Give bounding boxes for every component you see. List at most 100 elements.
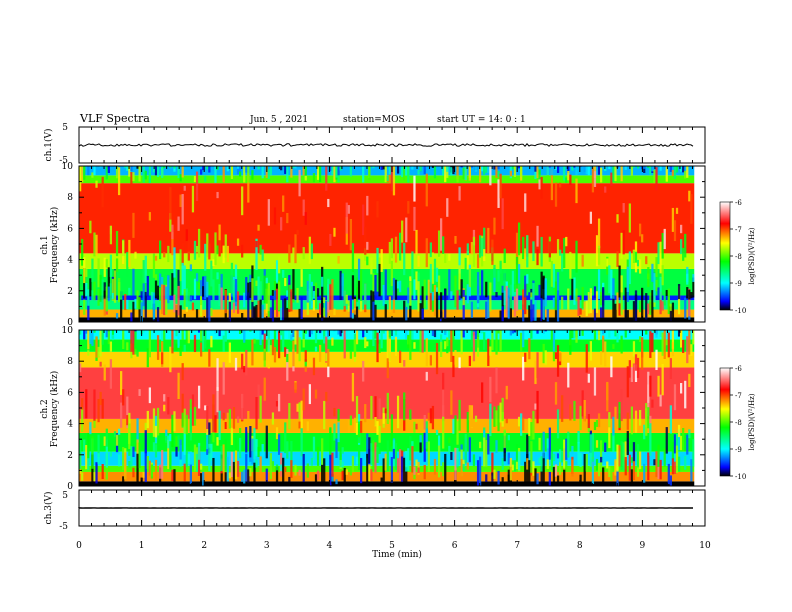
ch2-streak [327, 348, 330, 367]
ch2-streak [505, 385, 508, 400]
ch2-streak [366, 341, 369, 347]
ch1-streak [282, 270, 285, 278]
ch1-streak [355, 306, 359, 321]
ch2-streak [405, 467, 408, 485]
ch2-streak [456, 421, 459, 445]
ch2-streak [606, 461, 609, 469]
ch2-streak [649, 375, 652, 397]
ch2-streak [579, 474, 582, 483]
freq-tick-label: 8 [67, 357, 73, 367]
ch2-streak [526, 458, 529, 470]
ch2-streak [409, 409, 412, 420]
ch1-streak [682, 247, 685, 261]
ch1-streak [189, 264, 193, 272]
ch1-streak [464, 257, 467, 270]
ch2-streak [556, 409, 560, 439]
ch2-streak [423, 414, 426, 430]
ch1-streak [669, 303, 672, 311]
ch1-streak [575, 240, 578, 273]
ch2-streak [154, 425, 158, 438]
ch2-streak [624, 330, 627, 338]
ch1-streak [83, 257, 86, 284]
ch2-streak [310, 330, 314, 335]
ch2-streak [419, 435, 422, 448]
ch1-streak [286, 166, 289, 183]
ch1-streak [267, 282, 270, 314]
ch2-streak [241, 393, 244, 421]
ch1-streak [503, 280, 506, 306]
ch2-streak [284, 347, 287, 357]
ch1-streak [107, 166, 110, 174]
ch2-streak [224, 330, 227, 342]
ch1-streak [85, 283, 88, 297]
ch1-streak [146, 275, 149, 297]
ch1-streak [337, 255, 340, 264]
ch2-streak [191, 437, 195, 453]
ch1-streak [540, 176, 543, 199]
ch2-streak [105, 439, 108, 468]
ch1-streak [587, 166, 590, 176]
ch1-streak [647, 267, 650, 288]
ch1-streak [390, 238, 394, 259]
ch2-streak [247, 410, 250, 432]
ch2-streak [608, 412, 611, 427]
ch2-streak [374, 396, 377, 426]
ch2-streak [575, 330, 578, 343]
ch1-streak [115, 230, 119, 257]
colorbar-tick-label: -7 [735, 392, 742, 400]
ch1-streak [419, 303, 422, 321]
ch1-streak [179, 305, 182, 319]
ch2-streak [251, 339, 254, 366]
ch2-streak [501, 397, 504, 422]
ch2-streak [552, 330, 556, 352]
ch1-streak [589, 211, 592, 224]
ch2-streak [423, 432, 426, 462]
ch2-streak [87, 432, 90, 459]
ch2-streak [602, 330, 605, 335]
ch2-streak [688, 373, 691, 387]
ch1-wave-tick-bottom: -5 [59, 156, 68, 166]
ch1-streak [392, 278, 396, 300]
ch2-streak [628, 454, 631, 481]
ch2-streak [204, 405, 207, 411]
ch1-streak [200, 169, 203, 175]
ch2-streak [99, 330, 102, 357]
ch1-streak [275, 260, 279, 283]
ch1-streak [284, 298, 287, 321]
ch2-streak [429, 355, 432, 366]
ch2-streak [444, 330, 447, 335]
ch2-streak [321, 464, 324, 485]
ch2-streak [641, 337, 644, 358]
ch2-streak [528, 418, 531, 437]
ch2-streak [454, 415, 457, 435]
ch2-streak [413, 342, 416, 349]
ch2-streak [257, 446, 260, 457]
ch1-streak [645, 256, 648, 265]
ch1-streak [470, 242, 474, 255]
ch1-streak [316, 288, 320, 297]
ch1-streak [464, 166, 467, 181]
ch2-streak [600, 456, 603, 463]
ch1-streak [616, 292, 619, 310]
ch2-streak [366, 453, 369, 484]
ch2-streak [554, 352, 558, 359]
ch2-streak [91, 453, 94, 486]
ch2-streak [224, 421, 227, 429]
ch1-streak [409, 309, 412, 320]
ch2-streak [113, 431, 117, 437]
ch2-streak [171, 469, 174, 481]
ch1-streak [318, 166, 322, 183]
ch2-streak [558, 462, 562, 475]
ch2-streak [554, 382, 558, 405]
ch1-streak [597, 218, 601, 249]
ch1-streak [177, 269, 180, 299]
ch2-streak [115, 434, 119, 446]
ch2-streak [218, 330, 221, 337]
freq-tick-label: 10 [62, 326, 74, 336]
ch1-streak [183, 289, 186, 309]
ch2-streak [437, 445, 441, 478]
ch2-streak [597, 330, 601, 341]
ch1-streak [641, 234, 644, 243]
ch2-streak [304, 359, 307, 367]
ch2-streak [491, 452, 494, 476]
